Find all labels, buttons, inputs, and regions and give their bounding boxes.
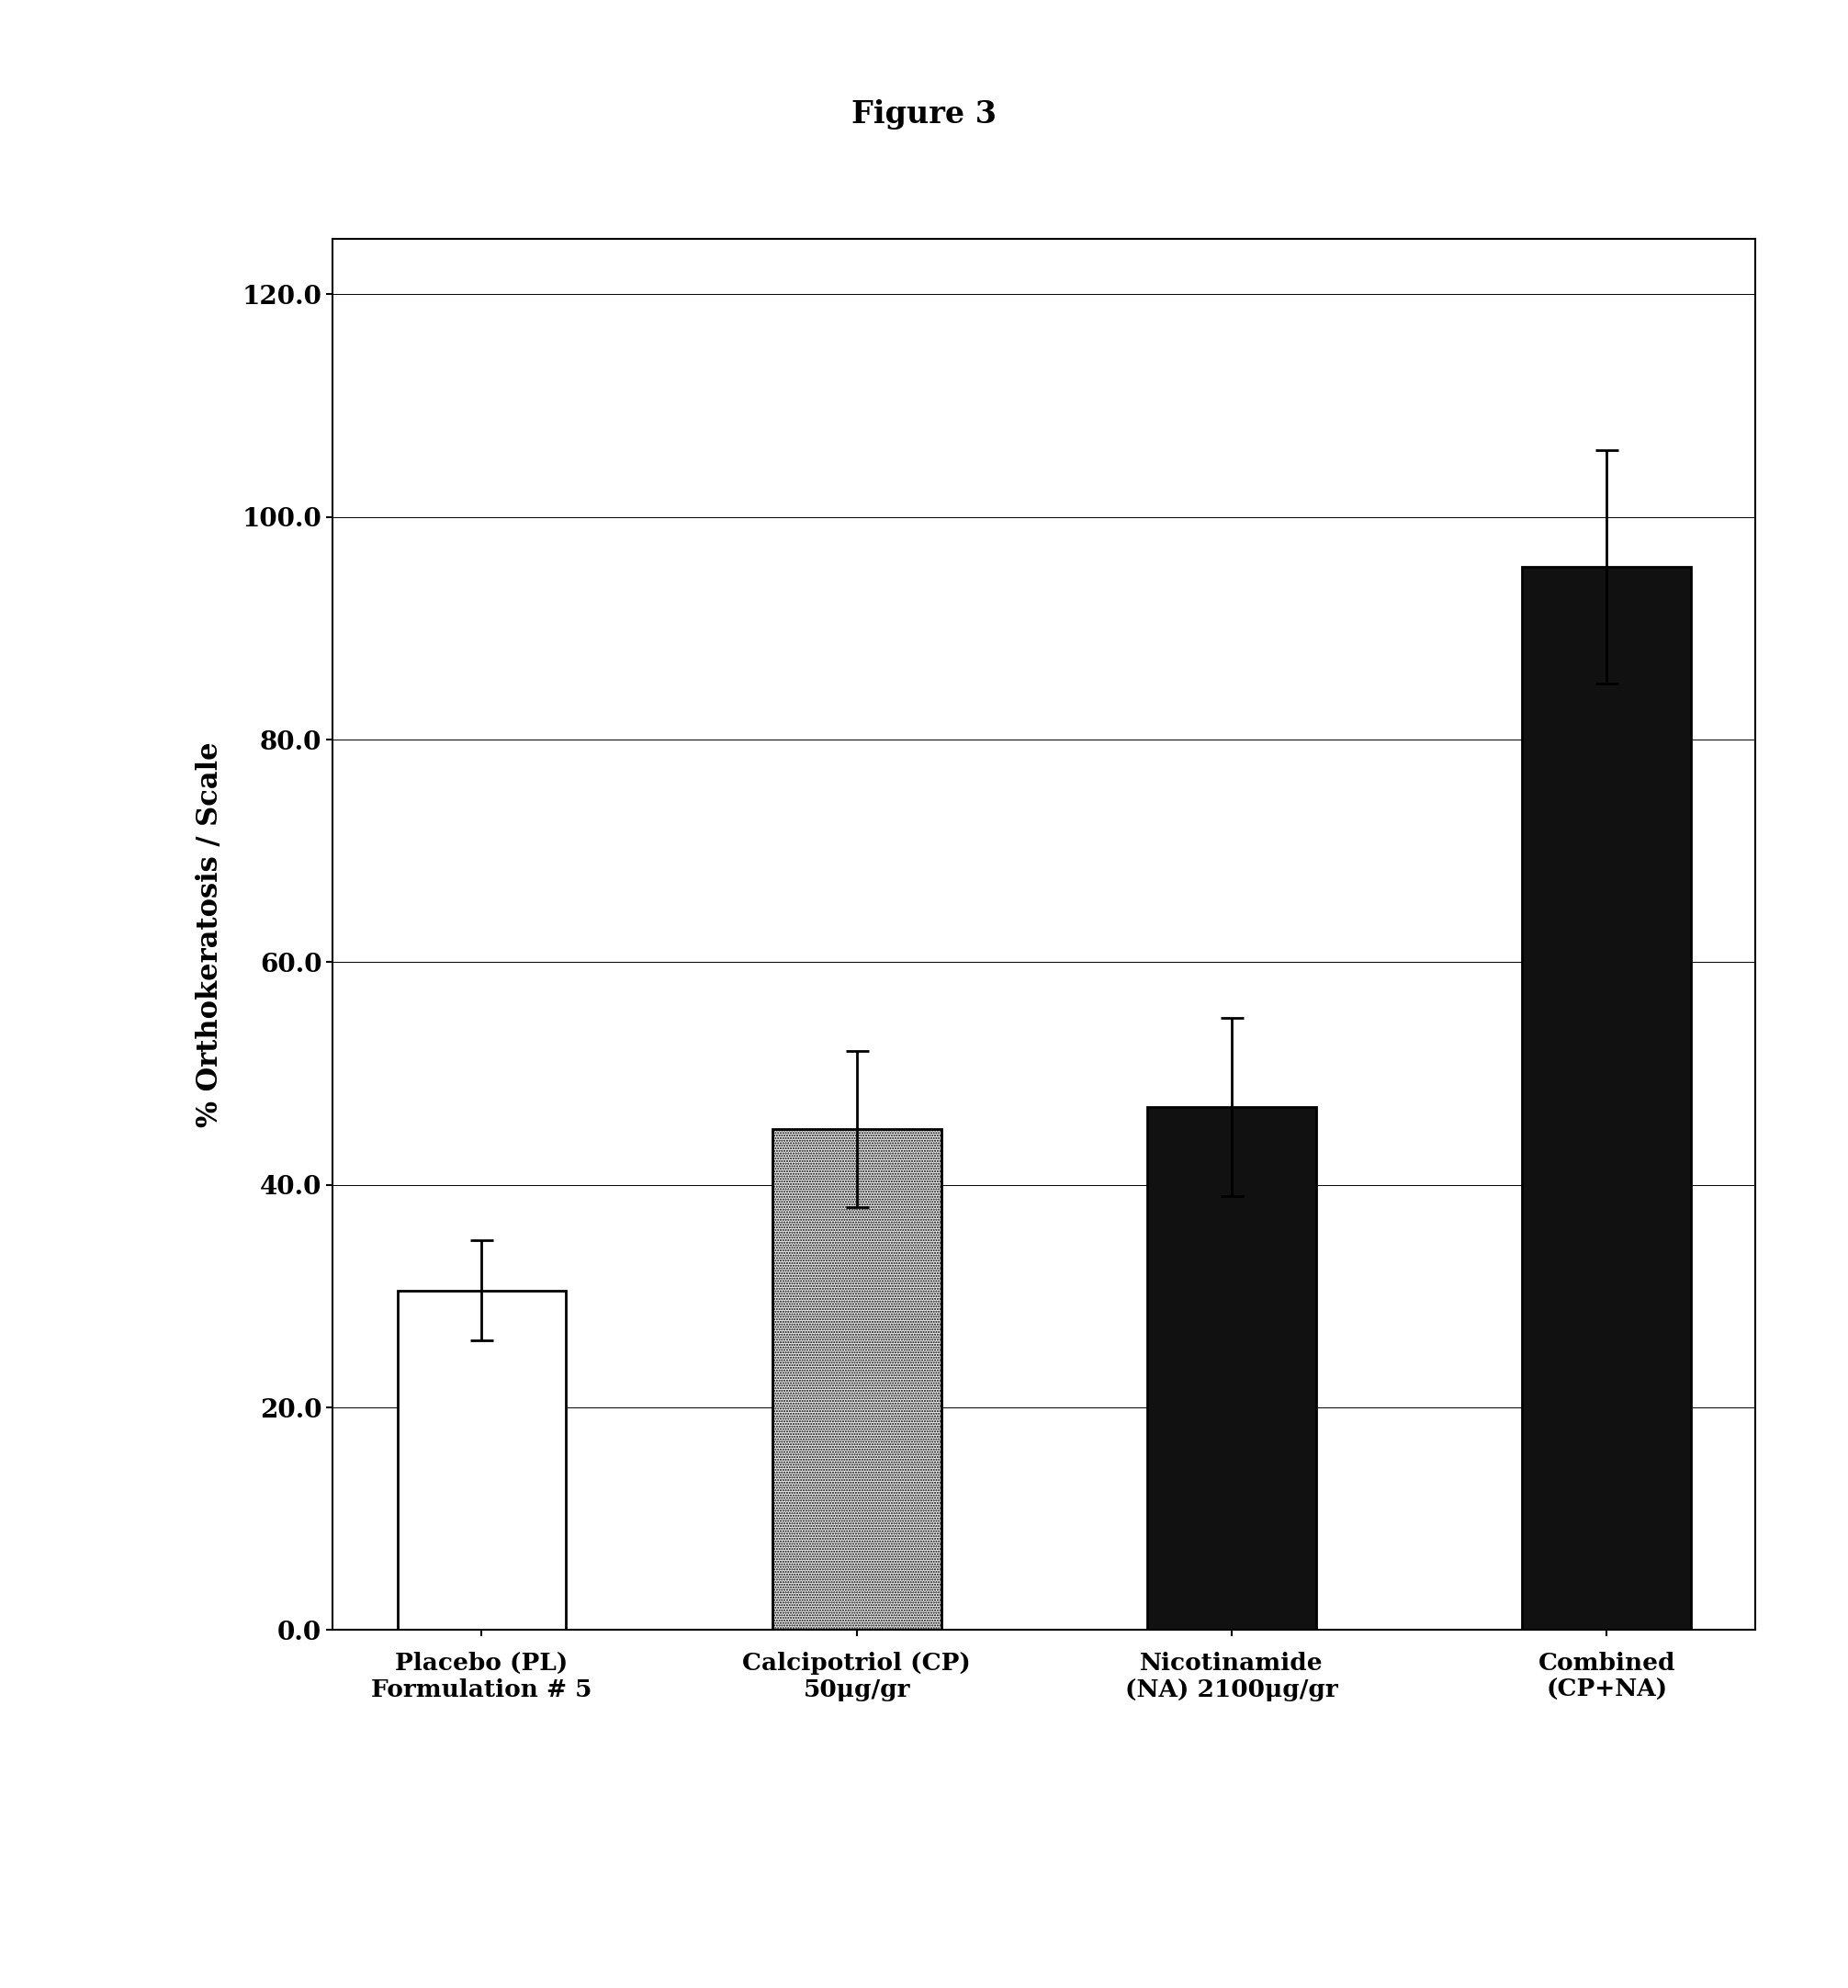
Bar	[397, 1290, 565, 1630]
Bar	[1148, 1107, 1316, 1630]
Bar	[1523, 567, 1691, 1630]
Y-axis label: % Orthokeratosis / Scale: % Orthokeratosis / Scale	[196, 742, 224, 1127]
Text: Figure 3: Figure 3	[852, 99, 996, 129]
Bar	[772, 1129, 941, 1630]
